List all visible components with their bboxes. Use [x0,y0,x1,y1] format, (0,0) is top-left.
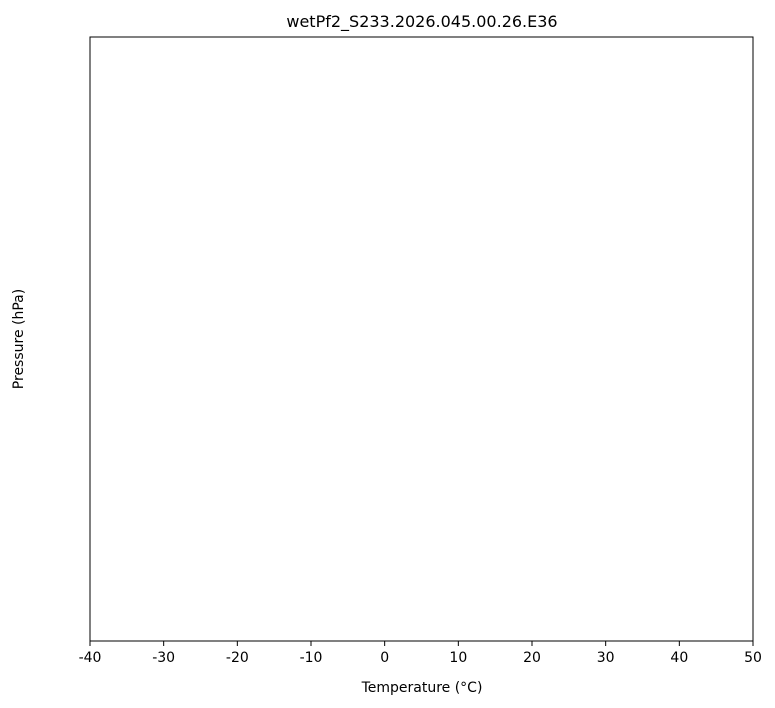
plot-frame [89,36,754,642]
y-axis-label: Pressure (hPa) [11,289,27,389]
x-tick-label: 0 [380,650,389,666]
x-tick-label: 10 [449,650,467,666]
x-tick-label: -10 [300,650,323,666]
x-tick-label: 50 [744,650,762,666]
x-tick-label: 40 [670,650,688,666]
x-tick-label: 30 [597,650,615,666]
x-tick-label: -30 [152,650,175,666]
x-tick-label: -20 [226,650,249,666]
chart-title: wetPf2_S233.2026.045.00.26.E36 [286,12,557,32]
x-tick-label: -40 [79,650,102,666]
axes: -40-30-20-100102030405010020030040050060… [79,641,762,666]
x-tick-label: 20 [523,650,541,666]
x-axis-label: Temperature (°C) [361,680,483,696]
